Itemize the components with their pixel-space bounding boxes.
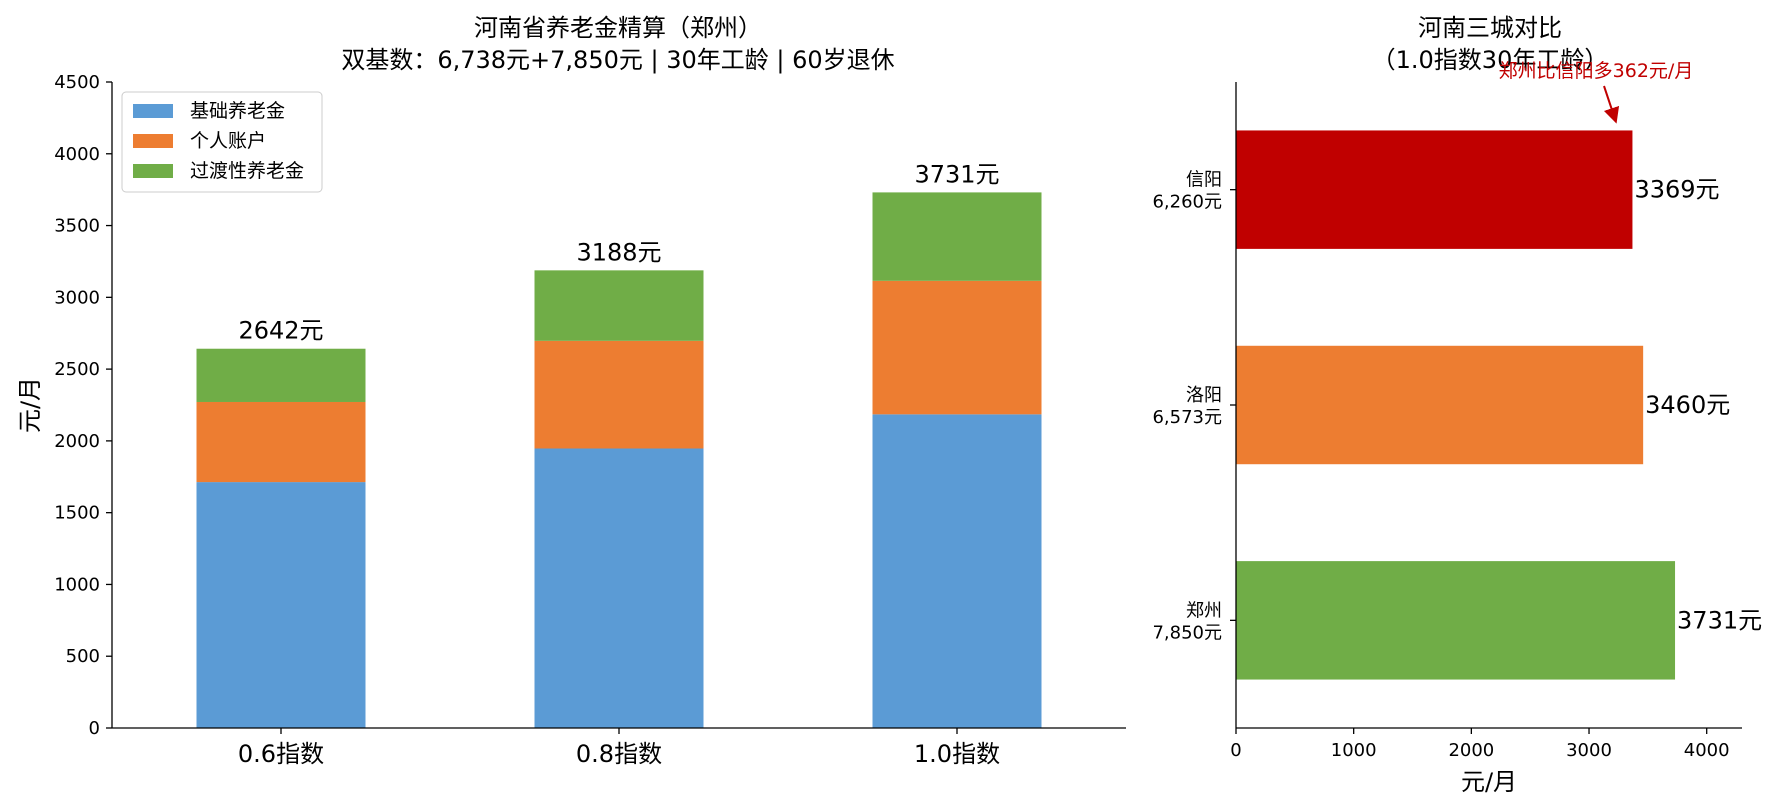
hbar-value-label-2: 3369元 <box>1634 176 1719 204</box>
right-x-tick-label-4: 4000 <box>1684 740 1730 761</box>
right-y-tick-base-0: 7,850元 <box>1152 622 1222 643</box>
bar-total-label-2: 3731元 <box>914 160 999 188</box>
right-x-axis-ticks: 0 1000 2000 3000 4000 <box>1230 728 1730 761</box>
y-tick-label-0: 0 <box>89 718 100 739</box>
right-x-tick-label-1: 1000 <box>1331 740 1377 761</box>
bar-segment-1-0 <box>196 401 366 483</box>
legend-swatch-transitional-pension <box>133 164 173 178</box>
left-chart-title: 河南省养老金精算（郑州） <box>474 14 762 42</box>
bar-segment-2-2 <box>872 192 1042 281</box>
right-y-tick-city-1: 洛阳 <box>1186 385 1222 406</box>
bar-segment-0-2 <box>872 414 1042 728</box>
right-y-tick-city-0: 郑州 <box>1186 600 1222 621</box>
bar-total-label-0: 2642元 <box>238 317 323 345</box>
right-y-tick-base-2: 6,260元 <box>1152 192 1222 213</box>
legend-swatch-personal-account <box>133 134 173 148</box>
left-legend: 基础养老金 个人账户 过渡性养老金 <box>121 91 323 193</box>
y-tick-label-6: 3000 <box>54 287 100 308</box>
y-tick-label-4: 2000 <box>54 431 100 452</box>
y-tick-label-1: 500 <box>66 646 100 667</box>
y-tick-label-2: 1000 <box>54 574 100 595</box>
right-chart-subtitle: （1.0指数30年工龄） <box>1372 46 1609 74</box>
y-tick-label-5: 2500 <box>54 359 100 380</box>
bar-segment-2-1 <box>534 270 704 341</box>
right-y-axis-ticks: 郑州7,850元 洛阳6,573元 信阳6,260元 <box>1152 170 1236 643</box>
right-x-tick-label-0: 0 <box>1230 740 1241 761</box>
right-y-tick-city-2: 信阳 <box>1186 170 1222 191</box>
left-bars <box>196 192 1042 728</box>
right-y-tick-base-1: 6,573元 <box>1152 407 1222 428</box>
left-x-axis-ticks: 0.6指数 0.8指数 1.0指数 <box>238 728 1000 768</box>
left-chart: 河南省养老金精算（郑州） 双基数：6,738元+7,850元 | 30年工龄 |… <box>16 14 1126 768</box>
legend-label-basic-pension: 基础养老金 <box>190 100 285 122</box>
right-chart: 河南三城对比 （1.0指数30年工龄） 3731元 3460元 3369元 郑州7,… <box>1152 14 1762 796</box>
right-x-tick-label-3: 3000 <box>1566 740 1612 761</box>
bar-segment-2-0 <box>196 348 366 402</box>
right-x-axis-label: 元/月 <box>1461 768 1517 796</box>
annotation-text: 郑州比信阳多362元/月 <box>1499 60 1694 82</box>
x-tick-label-1: 0.8指数 <box>576 740 662 768</box>
right-chart-title: 河南三城对比 <box>1418 14 1562 42</box>
hbar-value-label-1: 3460元 <box>1645 391 1730 419</box>
legend-swatch-basic-pension <box>133 104 173 118</box>
bar-segment-1-2 <box>872 280 1042 415</box>
left-chart-subtitle: 双基数：6,738元+7,850元 | 30年工龄 | 60岁退休 <box>341 46 894 74</box>
x-tick-label-2: 1.0指数 <box>914 740 1000 768</box>
right-bars <box>1236 130 1676 680</box>
bar-segment-1-1 <box>534 340 704 449</box>
bar-segment-0-1 <box>534 448 704 728</box>
hbar-value-label-0: 3731元 <box>1677 606 1762 634</box>
bar-segment-0-0 <box>196 482 366 728</box>
legend-label-transitional-pension: 过渡性养老金 <box>190 160 304 182</box>
y-tick-label-9: 4500 <box>54 72 100 93</box>
legend-label-personal-account: 个人账户 <box>190 130 266 152</box>
y-tick-label-3: 1500 <box>54 503 100 524</box>
left-y-axis-label: 元/月 <box>16 377 44 433</box>
hbar-2 <box>1236 130 1633 249</box>
y-tick-label-8: 4000 <box>54 144 100 165</box>
hbar-0 <box>1236 561 1676 680</box>
x-tick-label-0: 0.6指数 <box>238 740 324 768</box>
right-value-labels: 3731元 3460元 3369元 <box>1634 176 1762 635</box>
annotation-arrow <box>1603 85 1620 124</box>
left-total-labels: 2642元 3188元 3731元 <box>238 160 999 344</box>
y-tick-label-7: 3500 <box>54 216 100 237</box>
bar-total-label-1: 3188元 <box>576 238 661 266</box>
left-y-axis-ticks: 0 500 1000 1500 2000 2500 3000 3500 4000 4500 <box>54 72 112 739</box>
hbar-1 <box>1236 345 1644 465</box>
right-x-tick-label-2: 2000 <box>1448 740 1494 761</box>
